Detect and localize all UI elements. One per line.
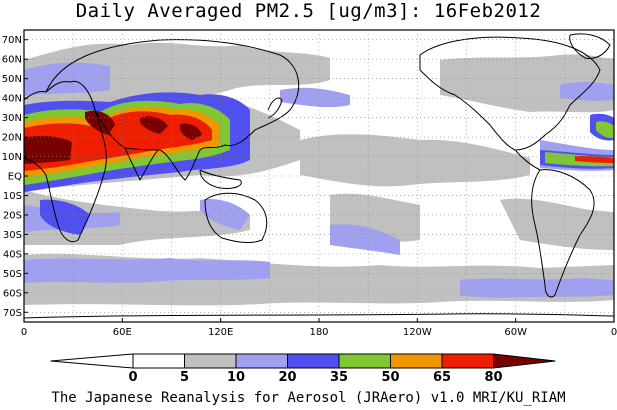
colorbar-bin (287, 353, 340, 369)
lat-tick-label: 60N (2, 55, 22, 66)
colorbar-bin (235, 353, 288, 369)
colorbar-bin (132, 353, 185, 369)
land-outlines (24, 33, 614, 319)
lon-tick-label: 180 (309, 327, 328, 338)
colorbar-tick-label: 20 (278, 370, 296, 385)
colorbar-tick-label: 0 (128, 370, 137, 385)
pm25-band-10-20 (24, 62, 614, 298)
colorbar-tick-label: 5 (180, 370, 189, 385)
lon-tick-label: 60W (504, 327, 527, 338)
map-grid (24, 30, 614, 322)
colorbar-bin (390, 353, 443, 369)
lat-tick-label: 50S (3, 269, 22, 280)
lon-tick-label: 60E (113, 327, 132, 338)
colorbar-tick-label: 80 (484, 370, 502, 385)
lat-tick-label: 70N (2, 35, 22, 46)
colorbar-tick-label: 35 (330, 370, 348, 385)
lat-tick-label: 40S (3, 249, 22, 260)
lon-tick-label: 0 (21, 327, 27, 338)
pm25-band-over-80 (24, 110, 202, 164)
colorbar-bin (441, 353, 494, 369)
lat-tick-label: EQ (8, 172, 22, 183)
colorbar-high-arrow (493, 353, 556, 369)
lat-tick-label: 50N (2, 74, 22, 85)
lon-tick-label: 120E (208, 327, 233, 338)
lat-tick-label: 10N (2, 152, 22, 163)
colorbar: 0 5 10 20 35 50 65 80 (50, 353, 556, 385)
pm25-field (24, 30, 614, 322)
colorbar-tick-label: 50 (381, 370, 399, 385)
lon-tick-label: 120W (403, 327, 432, 338)
lat-tick-label: 40N (2, 94, 22, 105)
lon-tick-label: 0 (611, 327, 617, 338)
lat-tick-label: 30N (2, 113, 22, 124)
colorbar-tick-label: 10 (227, 370, 245, 385)
map-title: Daily Averaged PM2.5 [ug/m3]: 16Feb2012 (75, 0, 542, 22)
lat-tick-label: 10S (3, 191, 22, 202)
lon-axis: 0 60E 120E 180 120W 60W 0 (21, 318, 617, 338)
lat-tick-label: 30S (3, 230, 22, 241)
lat-tick-label: 20S (3, 210, 22, 221)
lat-tick-label: 20N (2, 133, 22, 144)
colorbar-bin (338, 353, 391, 369)
lat-tick-label: 60S (3, 288, 22, 299)
footer-credit: The Japanese Reanalysis for Aerosol (JRA… (51, 390, 566, 406)
colorbar-low-arrow (50, 353, 134, 369)
colorbar-bin (184, 353, 237, 369)
lat-tick-label: 70S (3, 308, 22, 319)
lat-axis: 70N 60N 50N 40N 30N 20N 10N EQ 10S 20S 30S 40S 50S 60… (2, 35, 28, 319)
colorbar-tick-label: 65 (433, 370, 451, 385)
